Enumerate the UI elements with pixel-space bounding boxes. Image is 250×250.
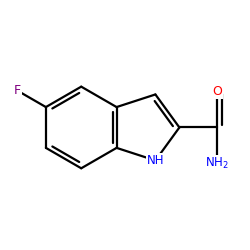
Text: O: O: [212, 85, 222, 98]
Text: NH$_2$: NH$_2$: [205, 156, 229, 171]
Text: NH: NH: [147, 154, 164, 167]
Text: F: F: [14, 84, 21, 97]
